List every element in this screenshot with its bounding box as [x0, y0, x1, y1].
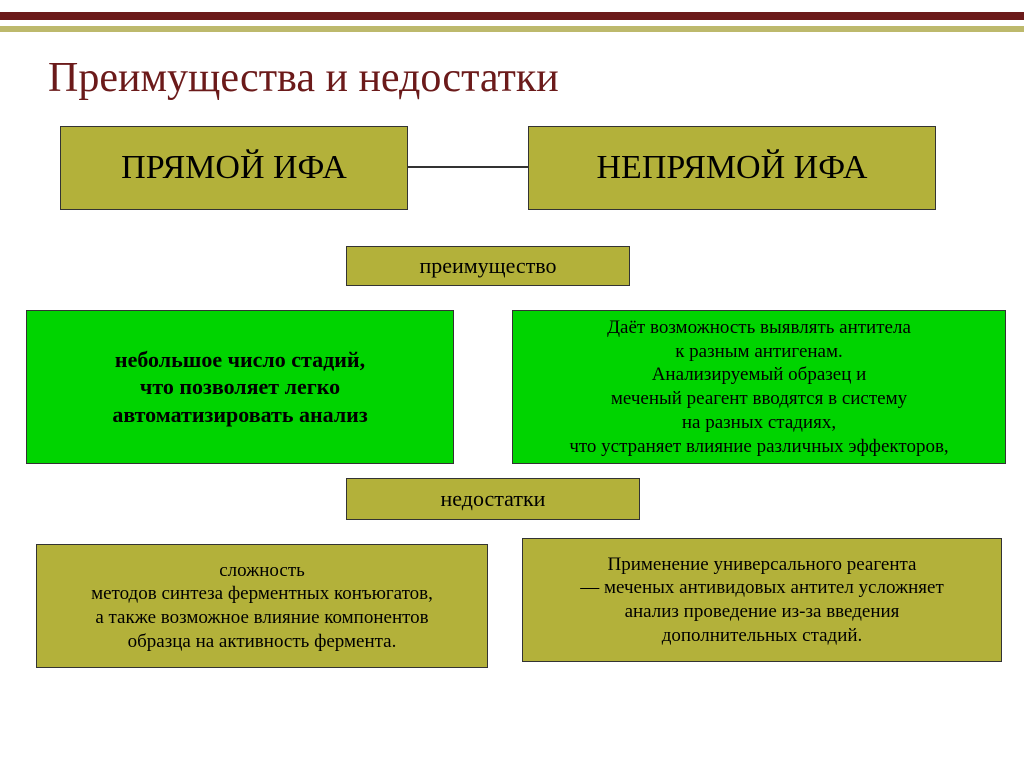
top-stripe-olive	[0, 26, 1024, 32]
box-advantage-left: небольшое число стадий, что позволяет ле…	[26, 310, 454, 464]
box-indirect-ifa: НЕПРЯМОЙ ИФА	[528, 126, 936, 210]
top-stripe-dark	[0, 12, 1024, 20]
slide: Преимущества и недостатки ПРЯМОЙ ИФА НЕП…	[0, 0, 1024, 767]
box-advantage-right-text: Даёт возможность выявлять антитела к раз…	[569, 316, 948, 459]
box-disadvantage-label: недостатки	[346, 478, 640, 520]
box-disadvantage-label-text: недостатки	[441, 485, 546, 513]
box-disadvantage-right-text: Применение универсального реагента — меч…	[580, 553, 944, 648]
box-advantage-label: преимущество	[346, 246, 630, 286]
box-disadvantage-left-text: сложность методов синтеза ферментных кон…	[91, 559, 433, 654]
box-advantage-left-text: небольшое число стадий, что позволяет ле…	[112, 346, 367, 429]
box-disadvantage-left: сложность методов синтеза ферментных кон…	[36, 544, 488, 668]
box-advantage-label-text: преимущество	[419, 252, 556, 280]
box-disadvantage-right: Применение универсального реагента — меч…	[522, 538, 1002, 662]
box-direct-ifa-text: ПРЯМОЙ ИФА	[121, 147, 347, 190]
slide-title: Преимущества и недостатки	[48, 54, 559, 102]
box-advantage-right: Даёт возможность выявлять антитела к раз…	[512, 310, 1006, 464]
connector-line	[408, 166, 528, 168]
box-direct-ifa: ПРЯМОЙ ИФА	[60, 126, 408, 210]
box-indirect-ifa-text: НЕПРЯМОЙ ИФА	[597, 147, 868, 190]
